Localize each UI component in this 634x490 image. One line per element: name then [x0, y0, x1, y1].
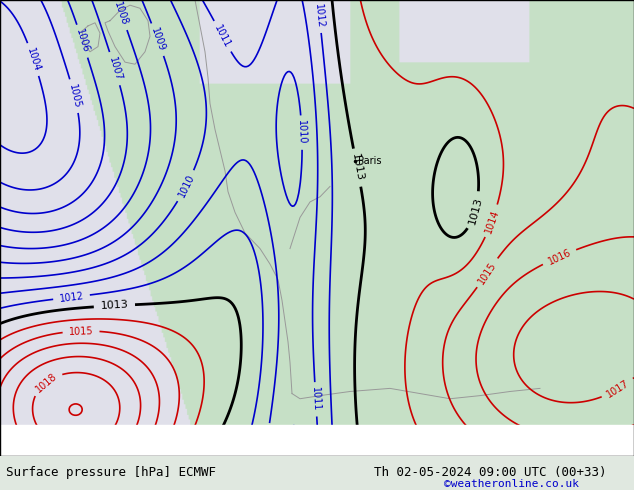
Text: 1009: 1009 — [149, 26, 167, 53]
Text: 1017: 1017 — [15, 429, 37, 455]
Text: 1008: 1008 — [112, 0, 130, 27]
Text: 1016: 1016 — [135, 432, 156, 458]
Text: 1014: 1014 — [177, 430, 197, 457]
Text: 1013: 1013 — [350, 153, 365, 182]
Text: 1005: 1005 — [67, 83, 82, 109]
Text: 1015: 1015 — [476, 260, 498, 286]
Text: Paris: Paris — [358, 156, 382, 166]
Text: 1013: 1013 — [467, 196, 484, 225]
Text: 1007: 1007 — [107, 55, 123, 82]
Text: 1006: 1006 — [74, 28, 91, 54]
Bar — [0, 425, 634, 456]
Text: 1011: 1011 — [310, 387, 321, 412]
Text: ©weatheronline.co.uk: ©weatheronline.co.uk — [444, 479, 579, 489]
Text: 1011: 1011 — [261, 427, 274, 453]
Bar — [0, 0, 634, 456]
Text: 1010: 1010 — [296, 120, 307, 145]
Text: 1017: 1017 — [605, 378, 631, 400]
Text: 1013: 1013 — [100, 300, 129, 312]
Text: 1011: 1011 — [212, 23, 233, 49]
Text: 1014: 1014 — [483, 208, 501, 234]
Text: 1015: 1015 — [68, 326, 93, 337]
Text: Th 02-05-2024 09:00 UTC (00+33): Th 02-05-2024 09:00 UTC (00+33) — [374, 466, 607, 479]
Text: 1012: 1012 — [59, 291, 84, 304]
Text: 1004: 1004 — [25, 46, 42, 73]
Text: 1018: 1018 — [34, 370, 59, 394]
Text: 1010: 1010 — [176, 173, 196, 199]
Text: 1012: 1012 — [313, 3, 325, 28]
Text: 1016: 1016 — [546, 247, 573, 267]
Text: Surface pressure [hPa] ECMWF: Surface pressure [hPa] ECMWF — [6, 466, 216, 479]
